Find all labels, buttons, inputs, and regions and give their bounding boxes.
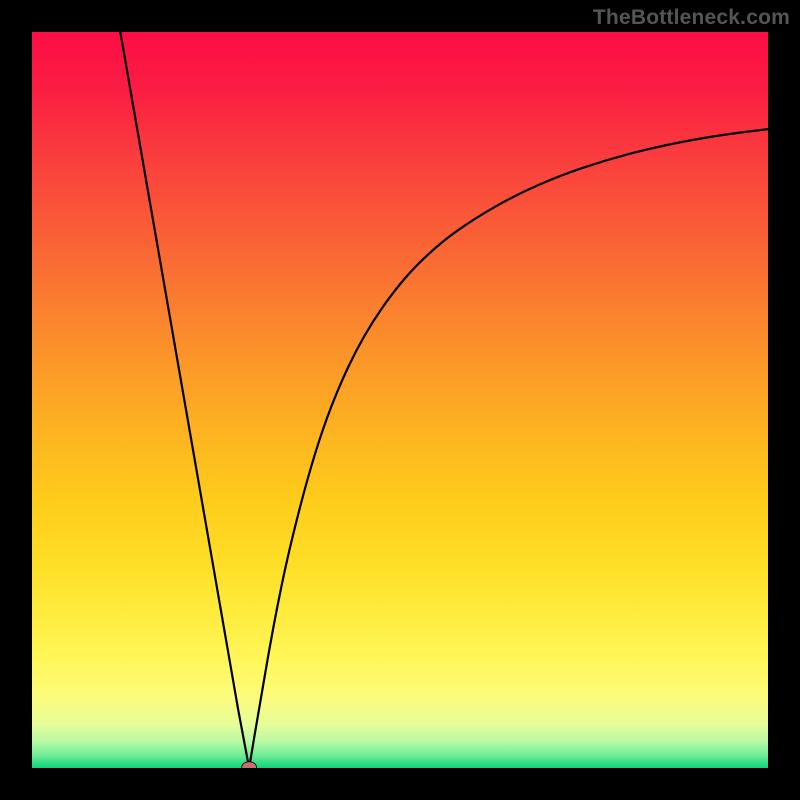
gradient-background [32,32,768,768]
plot-area [32,32,768,768]
chart-frame: TheBottleneck.com [0,0,800,800]
watermark-text: TheBottleneck.com [593,6,790,30]
chart-svg [32,32,768,768]
